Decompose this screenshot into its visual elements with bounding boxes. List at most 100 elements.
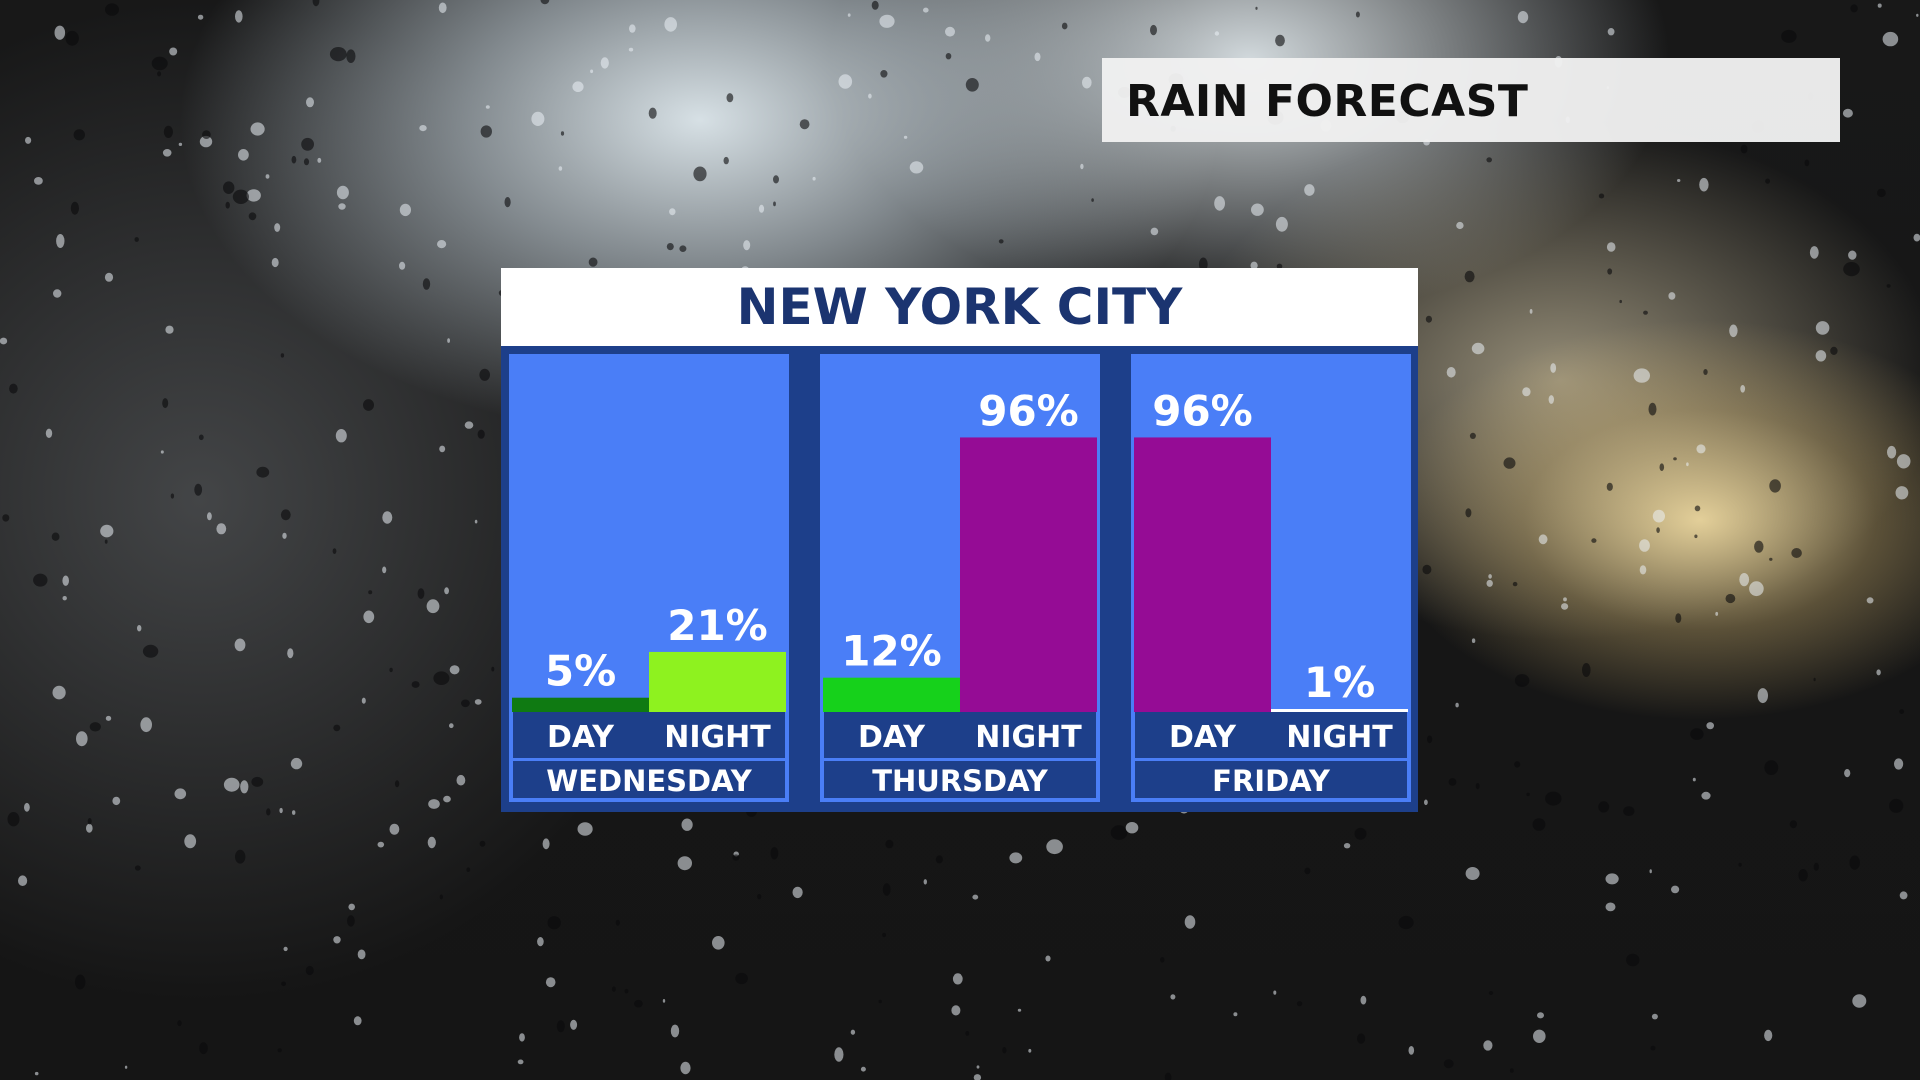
rain-drop (282, 532, 287, 539)
rain-drop (112, 796, 121, 806)
frame-bottom (509, 798, 789, 802)
rain-drop (389, 823, 400, 835)
rain-drop (165, 325, 174, 334)
rain-drop (75, 974, 86, 990)
rain-drop (1483, 1040, 1493, 1051)
rain-drop (1781, 29, 1797, 43)
rain-drop (1561, 603, 1569, 610)
rain-drop (923, 879, 927, 885)
rain-drop (547, 916, 561, 930)
rain-drop (199, 135, 213, 148)
rain-drop (773, 201, 776, 207)
bar-friday-night (1271, 709, 1408, 712)
rain-drop (1125, 822, 1139, 834)
rain-drop (1475, 783, 1480, 790)
rain-drop (1619, 299, 1622, 304)
rain-drop (142, 644, 159, 658)
rain-drop (792, 886, 803, 899)
rain-drop (770, 847, 779, 860)
value-label-thursday-night: 96% (978, 386, 1079, 435)
value-label-friday-night: 1% (1304, 658, 1375, 707)
rain-drop (1848, 250, 1857, 260)
rain-drop (1422, 564, 1432, 575)
rain-drop (1446, 367, 1456, 378)
rain-drop (732, 854, 740, 861)
rain-drop (1830, 346, 1838, 355)
rain-drop (1757, 688, 1769, 704)
rain-drop (951, 1005, 961, 1016)
rain-drop (347, 915, 355, 927)
rain-drop (1668, 292, 1676, 300)
rain-drop (1456, 221, 1464, 230)
rain-drop (346, 49, 356, 63)
rain-drop (923, 7, 929, 13)
rain-drop (332, 548, 337, 554)
rain-drop (648, 107, 657, 119)
rain-drop (1764, 1029, 1773, 1042)
rain-drop (1563, 597, 1567, 602)
rain-drop (1532, 818, 1546, 831)
rain-drop (240, 780, 249, 794)
rain-drop (265, 174, 270, 179)
value-label-friday-day: 96% (1152, 386, 1253, 435)
rain-drop (76, 731, 88, 747)
rain-drop (1110, 825, 1128, 840)
rain-drop (976, 1065, 980, 1069)
rain-drop (588, 257, 598, 267)
rain-drop (303, 158, 310, 166)
rain-drop (54, 25, 66, 40)
rain-drop (277, 1048, 282, 1053)
rain-drop (1764, 760, 1779, 775)
rain-drop (86, 823, 93, 833)
rain-drop (679, 245, 687, 252)
rain-drop (600, 57, 609, 69)
rain-drop (1887, 445, 1897, 459)
rain-drop (134, 865, 141, 871)
rain-drop (290, 757, 303, 770)
rain-drop (163, 125, 173, 138)
rain-drop (1304, 867, 1311, 875)
rain-drop (1876, 669, 1881, 676)
rain-drop (336, 185, 349, 200)
rain-drop (1486, 157, 1492, 163)
rain-drop (1706, 722, 1714, 730)
bar-wednesday-night (649, 651, 786, 712)
rain-drop (517, 1059, 524, 1065)
rain-drop (1639, 565, 1647, 575)
rain-drop (1849, 855, 1860, 870)
rain-drop (1894, 758, 1904, 770)
rain-drop (1061, 22, 1068, 30)
rain-drop (51, 532, 60, 541)
frame-left (1131, 712, 1135, 802)
rain-drop (1598, 801, 1610, 813)
rain-drop (1046, 839, 1063, 855)
rain-drop (169, 47, 178, 56)
value-label-wednesday-day: 5% (545, 647, 616, 696)
rain-drop (1696, 444, 1706, 454)
rain-drop (1548, 395, 1555, 404)
rain-drop (1427, 735, 1433, 744)
rain-drop (1360, 995, 1367, 1005)
rain-drop (1605, 902, 1616, 912)
rain-drop (1651, 1013, 1658, 1020)
rain-drop (34, 177, 43, 185)
rain-drop (1648, 402, 1657, 416)
rain-drop (124, 1065, 128, 1069)
rain-drop (909, 161, 924, 174)
rain-drop (1607, 268, 1613, 275)
rain-drop (317, 157, 322, 163)
rain-drop (368, 590, 373, 595)
rain-drop (1896, 454, 1911, 469)
rain-drop (1804, 159, 1810, 167)
rain-drop (878, 999, 882, 1004)
rain-drop (1791, 548, 1802, 558)
rain-drop (18, 875, 28, 886)
rain-drop (104, 539, 108, 544)
rain-drop (235, 10, 243, 23)
rain-drop (1184, 915, 1196, 929)
rain-drop (1633, 368, 1651, 383)
rain-drop (417, 588, 425, 599)
rain-drop (439, 445, 446, 453)
rain-drop (1465, 508, 1472, 518)
forecast-panel: NEW YORK CITY 5% DAY 21% NIGHT WEDNESDAY 12% D… (501, 268, 1418, 812)
